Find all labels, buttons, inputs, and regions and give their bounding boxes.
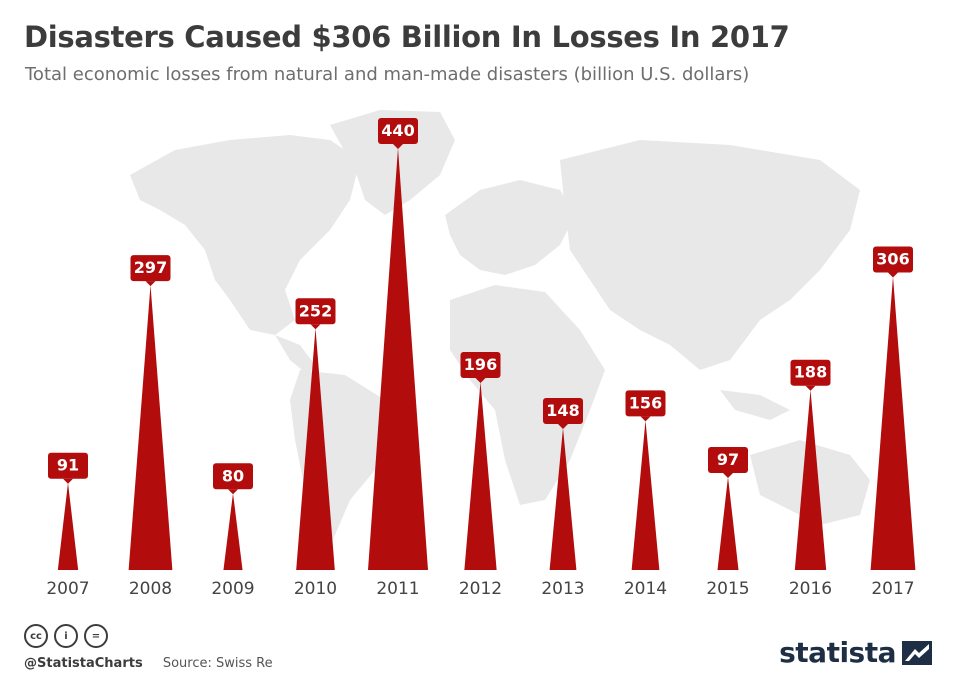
value-label-box-2015 — [708, 446, 748, 473]
value-label-2016: 188 — [794, 363, 827, 382]
bar-group-2014: 156 — [625, 390, 666, 570]
x-tick-label-2012: 2012 — [459, 579, 502, 599]
bar-2012[interactable] — [464, 382, 497, 570]
value-label-pointer-2013 — [558, 424, 568, 430]
cc-icon[interactable]: cc — [24, 624, 48, 648]
x-axis-labels: 2007 2008 2009 2010 2011 2012 2013 2014 2015 2016… — [46, 579, 914, 599]
bar-2009[interactable] — [223, 493, 243, 570]
bar-group-2011: 440 — [368, 118, 428, 570]
x-tick-label-2009: 2009 — [211, 579, 254, 599]
x-tick-label-2014: 2014 — [624, 579, 667, 599]
x-tick-label-2017: 2017 — [871, 579, 914, 599]
by-icon[interactable]: i — [54, 624, 78, 648]
bar-group-2010: 252 — [295, 298, 336, 570]
value-label-2012: 196 — [464, 355, 497, 374]
bar-2010[interactable] — [296, 328, 335, 570]
value-label-pointer-2008 — [145, 281, 156, 287]
value-label-pointer-2012 — [475, 378, 486, 384]
twitter-handle[interactable]: @StatistaCharts — [24, 656, 143, 671]
value-label-box-2013 — [543, 398, 583, 425]
statista-mark-icon — [902, 640, 932, 665]
x-tick-label-2013: 2013 — [541, 579, 584, 599]
x-tick-label-2011: 2011 — [376, 579, 419, 599]
statista-logo[interactable]: statista — [779, 636, 932, 669]
value-label-pointer-2007 — [63, 478, 73, 484]
value-label-box-2010 — [295, 298, 336, 325]
bar-2015[interactable] — [717, 476, 739, 570]
bar-group-2016: 188 — [790, 359, 831, 570]
x-tick-label-2015: 2015 — [706, 579, 749, 599]
value-label-2011: 440 — [381, 121, 414, 140]
value-label-2015: 97 — [717, 450, 739, 469]
value-label-2007: 91 — [57, 456, 79, 475]
bar-group-2012: 196 — [460, 352, 501, 570]
value-label-box-2007 — [48, 452, 88, 479]
bar-2007[interactable] — [57, 482, 79, 570]
bar-group-2007: 91 — [48, 452, 88, 570]
license-icons: cc i = — [24, 624, 273, 648]
x-tick-label-2008: 2008 — [129, 579, 172, 599]
value-label-box-2016 — [790, 359, 831, 386]
footer-left: cc i = @StatistaCharts Source: Swiss Re — [24, 624, 273, 671]
value-label-2009: 80 — [222, 466, 244, 485]
bar-2014[interactable] — [631, 420, 660, 570]
value-label-pointer-2014 — [640, 416, 651, 422]
value-label-2008: 297 — [134, 258, 167, 277]
source-text: Source: Swiss Re — [162, 656, 273, 671]
value-label-box-2011 — [378, 118, 418, 144]
value-label-box-2009 — [213, 463, 253, 490]
bar-2016[interactable] — [794, 389, 827, 570]
value-label-pointer-2017 — [888, 272, 898, 278]
bar-group-2008: 297 — [128, 255, 173, 570]
value-label-pointer-2009 — [228, 489, 238, 495]
x-tick-label-2010: 2010 — [294, 579, 337, 599]
value-label-pointer-2015 — [723, 472, 733, 478]
bar-2011[interactable] — [368, 148, 428, 570]
bars-layer: 91 297 80 252 440 196 148 156 97 188 306 — [48, 118, 916, 570]
chart-title: Disasters Caused $306 Billion In Losses … — [24, 20, 790, 54]
value-label-pointer-2011 — [393, 144, 403, 149]
bar-2008[interactable] — [128, 285, 173, 570]
bar-group-2015: 97 — [708, 446, 748, 570]
value-label-2013: 148 — [546, 401, 579, 420]
bar-group-2013: 148 — [543, 398, 583, 570]
value-label-box-2008 — [130, 255, 171, 282]
value-label-2017: 306 — [876, 250, 909, 269]
value-label-2010: 252 — [299, 301, 332, 320]
bar-2017[interactable] — [870, 276, 916, 570]
value-label-box-2012 — [460, 352, 501, 379]
value-label-box-2017 — [873, 246, 913, 273]
nd-icon[interactable]: = — [84, 624, 108, 648]
brand-wordmark: statista — [779, 636, 896, 669]
bar-2013[interactable] — [549, 428, 577, 570]
x-tick-label-2007: 2007 — [46, 579, 89, 599]
world-map-background — [130, 110, 905, 565]
x-tick-label-2016: 2016 — [789, 579, 832, 599]
value-label-pointer-2016 — [805, 385, 816, 391]
value-label-pointer-2010 — [310, 324, 321, 330]
bar-group-2009: 80 — [213, 463, 253, 570]
bar-group-2017: 306 — [870, 246, 916, 570]
value-label-2014: 156 — [629, 393, 662, 412]
value-label-box-2014 — [625, 390, 666, 417]
chart-subtitle: Total economic losses from natural and m… — [25, 64, 750, 85]
